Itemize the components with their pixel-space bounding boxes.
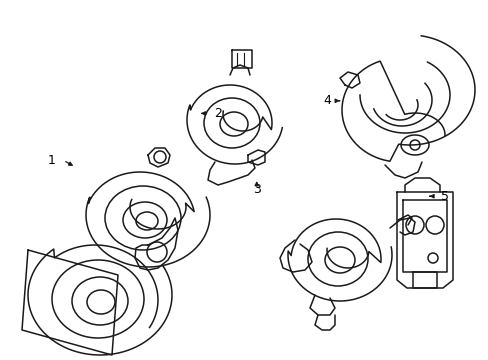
Text: 5: 5 [440, 190, 448, 203]
Text: 2: 2 [213, 107, 221, 120]
Text: 4: 4 [323, 94, 331, 107]
Text: 3: 3 [252, 183, 260, 195]
Text: 1: 1 [47, 154, 55, 167]
